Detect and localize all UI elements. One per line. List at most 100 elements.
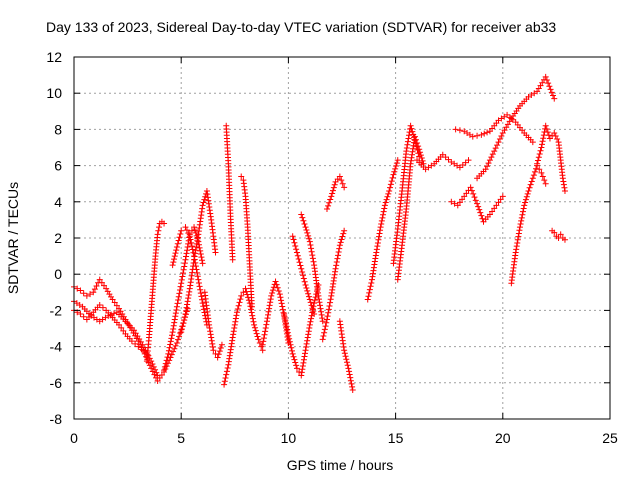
data-point xyxy=(111,310,118,317)
data-point xyxy=(288,347,295,354)
data-point xyxy=(327,299,334,306)
data-point xyxy=(544,129,551,136)
data-point xyxy=(306,296,313,303)
data-point xyxy=(513,243,520,250)
data-point xyxy=(305,293,312,300)
data-point xyxy=(376,230,383,237)
data-point xyxy=(329,190,336,197)
data-point xyxy=(557,231,564,238)
data-point xyxy=(188,227,195,234)
data-point xyxy=(516,227,523,234)
data-point xyxy=(158,371,165,378)
data-point xyxy=(291,356,298,363)
data-point xyxy=(185,240,192,247)
data-point xyxy=(250,318,257,325)
data-point xyxy=(279,306,286,313)
data-point xyxy=(274,284,281,291)
data-point xyxy=(173,303,180,310)
data-point xyxy=(254,333,261,340)
data-point xyxy=(207,331,214,338)
data-point xyxy=(217,344,224,351)
data-point xyxy=(174,300,181,307)
data-point xyxy=(170,348,177,355)
data-point xyxy=(300,356,307,363)
data-point xyxy=(373,249,380,256)
data-point xyxy=(311,297,318,304)
data-point xyxy=(193,244,200,251)
data-point xyxy=(364,296,371,303)
data-point xyxy=(334,255,341,262)
data-point xyxy=(182,311,189,318)
data-point xyxy=(165,350,172,357)
data-point xyxy=(183,250,190,257)
data-point xyxy=(135,343,142,350)
data-point xyxy=(539,141,546,148)
y-tick-label: -8 xyxy=(50,411,63,427)
data-point xyxy=(284,326,291,333)
data-point xyxy=(486,157,493,164)
data-point xyxy=(180,270,187,277)
data-point xyxy=(387,181,394,188)
data-point xyxy=(522,199,529,206)
data-point xyxy=(282,320,289,327)
data-point xyxy=(388,178,395,185)
data-point xyxy=(368,279,375,286)
data-point xyxy=(170,325,177,332)
data-point xyxy=(543,77,550,84)
data-point xyxy=(153,369,160,376)
data-point xyxy=(379,214,386,221)
data-point xyxy=(307,299,314,306)
data-point xyxy=(539,138,546,145)
data-point xyxy=(515,230,522,237)
data-point xyxy=(178,276,185,283)
data-point xyxy=(262,328,269,335)
data-point xyxy=(377,224,384,231)
data-point xyxy=(303,284,310,291)
x-tick-label: 25 xyxy=(602,430,618,446)
data-point xyxy=(452,126,459,133)
data-point xyxy=(493,202,500,209)
data-point xyxy=(165,347,172,354)
data-point xyxy=(468,187,475,194)
data-point xyxy=(417,149,424,156)
data-point xyxy=(406,132,412,139)
data-point xyxy=(183,253,190,260)
data-point xyxy=(405,135,412,142)
data-point xyxy=(367,283,374,290)
data-point xyxy=(293,246,300,253)
data-point xyxy=(317,302,324,309)
data-point xyxy=(305,235,312,242)
data-point xyxy=(472,197,479,204)
data-point xyxy=(235,302,242,309)
data-point xyxy=(465,157,472,164)
data-point xyxy=(307,318,314,325)
data-point xyxy=(327,196,334,203)
data-point xyxy=(529,175,536,182)
data-point xyxy=(248,309,255,316)
data-point xyxy=(391,168,398,175)
data-point xyxy=(484,129,491,136)
data-point xyxy=(417,152,424,159)
data-point xyxy=(307,241,314,248)
data-point xyxy=(454,202,461,209)
data-point xyxy=(491,205,498,212)
data-point xyxy=(292,242,299,249)
data-point xyxy=(451,200,458,207)
data-point xyxy=(198,254,205,261)
data-point xyxy=(111,299,118,306)
data-point xyxy=(403,148,410,155)
data-point xyxy=(298,372,305,379)
data-point xyxy=(349,387,356,394)
data-point xyxy=(301,220,308,227)
data-point xyxy=(312,294,319,301)
data-point xyxy=(264,315,271,322)
data-point xyxy=(139,341,146,348)
data-point xyxy=(309,255,316,262)
data-point xyxy=(495,199,502,206)
data-point xyxy=(336,242,343,249)
data-point xyxy=(380,211,387,218)
data-point xyxy=(341,347,348,354)
data-point xyxy=(309,252,316,259)
data-point xyxy=(537,147,544,154)
data-point xyxy=(319,336,326,343)
